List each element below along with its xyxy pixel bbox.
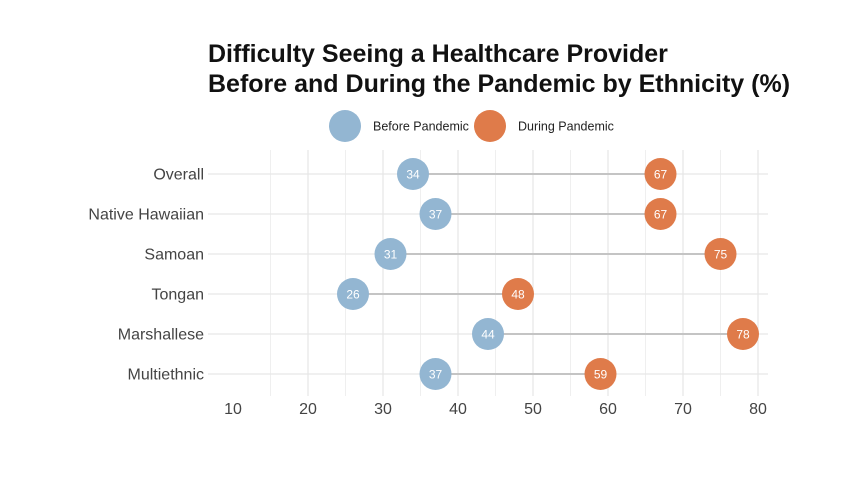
data-label: 59 (594, 367, 608, 381)
x-tick-label: 10 (224, 401, 242, 418)
category-label: Multiethnic (128, 367, 204, 384)
legend-before-marker (329, 110, 361, 142)
data-label: 75 (714, 247, 728, 261)
legend-during-label: During Pandemic (518, 120, 614, 134)
category-label: Native Hawaiian (88, 207, 204, 224)
before-pandemic-point (337, 278, 369, 310)
category-label: Samoan (144, 247, 204, 264)
data-label: 78 (736, 327, 750, 341)
before-pandemic-point (419, 358, 452, 390)
data-label: 48 (511, 287, 525, 301)
x-tick-label: 20 (299, 401, 317, 418)
x-axis-ticks: 10 20 30 40 50 60 70 80 (224, 401, 767, 418)
x-tick-label: 30 (374, 401, 392, 418)
during-pandemic-point (704, 238, 737, 270)
x-tick-label: 60 (599, 401, 617, 418)
grid (208, 150, 768, 396)
during-pandemic-point (644, 198, 677, 230)
before-pandemic-point (397, 158, 429, 190)
category-label: Overall (153, 167, 204, 184)
legend: Before Pandemic During Pandemic (329, 110, 614, 142)
x-tick-label: 70 (674, 401, 692, 418)
data-label: 37 (429, 207, 443, 221)
category-labels: Overall Native Hawaiian Samoan Tongan Marsha… (88, 167, 204, 384)
data-label: 34 (406, 167, 420, 181)
before-pandemic-point (374, 238, 407, 270)
during-pandemic-point (727, 318, 759, 350)
chart-title-line-2: Before and During the Pandemic by Ethnic… (208, 70, 790, 98)
data-label: 26 (346, 287, 360, 301)
x-tick-label: 40 (449, 401, 467, 418)
data-label: 31 (384, 247, 398, 261)
category-label: Marshallese (118, 327, 204, 344)
category-label: Tongan (152, 287, 205, 304)
chart-title: Difficulty Seeing a Healthcare Provider … (208, 40, 790, 98)
chart-title-line-1: Difficulty Seeing a Healthcare Provider (208, 40, 668, 68)
before-pandemic-point (419, 198, 452, 230)
x-tick-label: 50 (524, 401, 542, 418)
before-pandemic-point (472, 318, 504, 350)
during-pandemic-point (584, 358, 617, 390)
during-pandemic-point (502, 278, 534, 310)
connectors (353, 173, 743, 375)
legend-before-label: Before Pandemic (373, 120, 469, 134)
legend-during-marker (474, 110, 506, 142)
during-pandemic-point (644, 158, 677, 190)
x-tick-label: 80 (749, 401, 767, 418)
data-label: 37 (429, 367, 443, 381)
data-label: 67 (654, 167, 668, 181)
data-label: 44 (481, 327, 495, 341)
data-points: 34 37 31 26 44 37 67 67 75 48 78 59 (337, 158, 759, 390)
data-label: 67 (654, 207, 668, 221)
